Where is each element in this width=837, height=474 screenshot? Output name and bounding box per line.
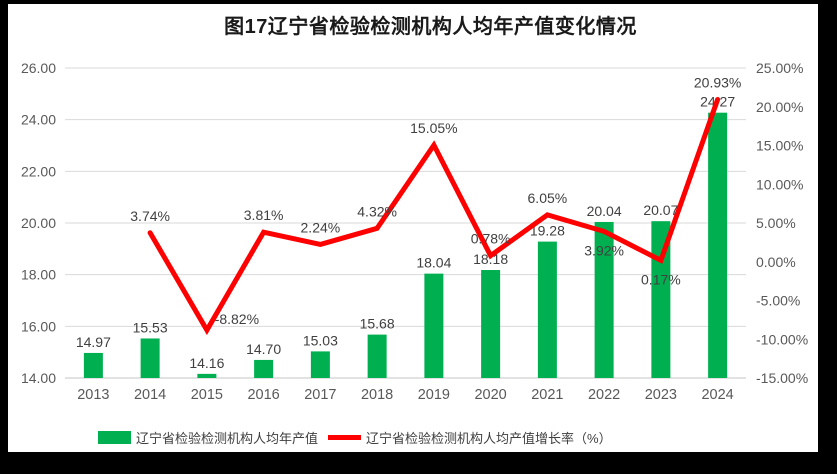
growth-value-label: 6.05% [528,190,568,206]
growth-value-label: 0.17% [641,271,681,287]
right-axis-tick-label: 20.00% [756,99,803,115]
growth-value-label: -8.82% [215,311,259,327]
bar [254,359,274,378]
chart-legend: 辽宁省检验检测机构人均年产值 辽宁省检验检测机构人均产值增长率（%） [98,428,612,447]
left-axis-tick-label: 22.00 [21,163,56,179]
x-axis-tick-label: 2024 [701,387,733,403]
legend-line-label: 辽宁省检验检测机构人均产值增长率（%） [366,431,612,446]
bar [481,270,501,378]
chart-title: 图17辽宁省检验检测机构人均年产值变化情况 [224,16,637,38]
bar [367,334,387,378]
left-axis-tick-label: 14.00 [21,370,56,386]
growth-value-label: 3.74% [130,208,170,224]
growth-value-label: 0.78% [471,231,511,247]
bar-value-label: 14.97 [76,334,111,350]
x-axis-tick-label: 2016 [247,387,279,403]
right-axis-tick-label: -15.00% [756,370,808,386]
right-axis-tick-label: 0.00% [756,254,796,270]
bar-value-label: 14.70 [246,341,281,357]
bar-value-label: 15.53 [133,319,168,335]
bar-value-label: 18.18 [473,251,508,267]
bar [140,338,160,378]
bar [83,352,103,378]
bar [197,373,217,378]
right-axis-tick-label: 15.00% [756,138,803,154]
legend-bar-swatch-icon [98,431,131,444]
x-axis-tick-label: 2020 [474,387,506,403]
growth-value-label: 3.92% [584,242,624,258]
left-axis-tick-label: 16.00 [21,318,56,334]
growth-value-label: 2.24% [301,219,341,235]
legend-bar-label: 辽宁省检验检测机构人均年产值 [136,431,319,446]
bar-value-label: 20.07 [643,202,678,218]
x-axis-tick-label: 2017 [304,387,336,403]
x-axis-tick-label: 2019 [418,387,450,403]
x-axis-tick-label: 2021 [531,387,563,403]
right-axis-tick-label: -5.00% [756,293,800,309]
bar-value-label: 18.04 [416,255,451,271]
bar-value-label: 19.28 [530,223,565,239]
bar [310,351,330,378]
right-axis-tick-label: 25.00% [756,60,803,76]
x-axis-tick-label: 2014 [134,387,166,403]
left-axis-tick-label: 18.00 [21,267,56,283]
bar-value-label: 20.04 [587,203,622,219]
growth-line [147,97,721,336]
bar [708,112,728,379]
right-axis-tick-label: 5.00% [756,215,796,231]
growth-value-label: 20.93% [694,75,741,91]
left-axis-tick-label: 24.00 [21,112,56,128]
growth-value-label: 4.32% [357,203,397,219]
bar-value-label: 15.03 [303,332,338,348]
bar [594,221,614,378]
x-axis-tick-label: 2015 [191,387,223,403]
x-axis-tick-label: 2022 [588,387,620,403]
right-axis-tick-label: -10.00% [756,331,808,347]
bar [537,241,557,378]
bar [424,273,444,378]
x-axis-tick-label: 2018 [361,387,393,403]
growth-value-label: 15.05% [410,120,457,136]
legend-line-swatch-icon [328,435,362,440]
bar-value-label: 14.16 [189,355,224,371]
right-axis-tick-label: 10.00% [756,176,803,192]
growth-value-label: 3.81% [244,207,284,223]
bar-value-label: 15.68 [360,316,395,332]
left-axis-tick-label: 20.00 [21,215,56,231]
x-axis-tick-label: 2023 [645,387,677,403]
left-axis-tick-label: 26.00 [21,60,56,76]
x-axis-tick-label: 2013 [77,387,109,403]
